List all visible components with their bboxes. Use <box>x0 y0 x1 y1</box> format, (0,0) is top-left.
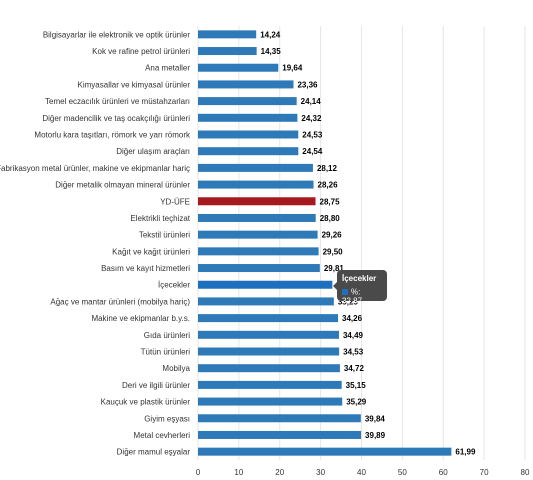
category-label: Diğer metalik olmayan mineral ürünler <box>55 181 190 190</box>
bar[interactable] <box>198 47 257 56</box>
category-label: Tütün ürünleri <box>141 348 191 357</box>
category-label: Diğer ulaşım araçları <box>116 147 190 156</box>
bar[interactable] <box>198 264 320 273</box>
category-label: Kok ve rafine petrol ürünleri <box>92 47 190 56</box>
category-label: Metal cevherleri <box>134 431 191 440</box>
bar[interactable] <box>198 97 297 106</box>
category-label: Fabrikasyon metal ürünler, makine ve eki… <box>0 164 190 173</box>
tooltip-series: % <box>351 287 359 297</box>
value-label: 34,72 <box>344 364 365 373</box>
tooltip-swatch <box>342 288 348 295</box>
value-label: 33,23 <box>338 297 359 306</box>
category-label: Kimyasallar ve kimyasal ürünler <box>78 80 191 89</box>
value-label: 28,75 <box>320 197 341 206</box>
bars <box>198 30 452 456</box>
value-label: 28,12 <box>317 164 338 173</box>
bar[interactable] <box>198 414 361 423</box>
grid-lines <box>197 26 526 460</box>
value-label: 19,64 <box>282 64 303 73</box>
bar[interactable] <box>198 447 452 456</box>
category-label: Makine ve ekipmanlar b.y.s. <box>91 314 190 323</box>
category-label: Basım ve kayıt hizmetleri <box>101 264 190 273</box>
value-label: 14,24 <box>260 30 281 39</box>
value-label: 34,49 <box>343 331 364 340</box>
bar[interactable] <box>198 197 316 206</box>
x-axis-ticks: 0 10 20 30 40 50 60 70 80 <box>196 468 530 477</box>
value-label: 35,29 <box>346 398 367 407</box>
bar[interactable] <box>198 280 333 289</box>
x-tick-label: 20 <box>275 468 284 477</box>
category-label: Mobilya <box>162 364 190 373</box>
value-label: 29,26 <box>322 231 343 240</box>
bar[interactable] <box>198 380 342 389</box>
value-label: 23,36 <box>297 80 318 89</box>
x-tick-label: 70 <box>480 468 489 477</box>
x-tick-label: 80 <box>521 468 530 477</box>
value-label: 14,35 <box>261 47 282 56</box>
value-label: 24,53 <box>302 131 323 140</box>
value-label: 39,89 <box>365 431 386 440</box>
category-label: Temel eczacılık ürünleri ve müstahzarlar… <box>45 97 190 106</box>
x-tick-label: 10 <box>234 468 243 477</box>
category-label: Diğer madencilik ve taş ocakçılığı ürünl… <box>42 114 190 123</box>
category-label: Kağıt ve kağıt ürünleri <box>112 247 190 256</box>
value-label: 24,32 <box>301 114 322 123</box>
category-label: Kauçuk ve plastik ürünler <box>101 398 191 407</box>
category-label: Motorlu kara taşıtları, römork ve yarı r… <box>34 131 191 140</box>
x-tick-label: 0 <box>196 468 201 477</box>
bar[interactable] <box>198 80 294 89</box>
tooltip-arrow <box>333 281 338 291</box>
value-label: 24,14 <box>301 97 322 106</box>
tooltip-value: : 32.87 <box>342 287 363 306</box>
value-label: 39,84 <box>365 414 386 423</box>
bar[interactable] <box>198 180 314 189</box>
category-label: Elektrikli teçhizat <box>130 214 190 223</box>
category-label: Deri ve ilgili ürünler <box>122 381 190 390</box>
x-tick-label: 50 <box>398 468 407 477</box>
category-label: İçecekler <box>158 281 190 290</box>
category-label: Giyim eşyası <box>144 414 190 423</box>
tooltip: İçecekler %: 32.87 <box>337 270 387 306</box>
bar[interactable] <box>198 230 318 239</box>
bar[interactable] <box>198 113 298 122</box>
bar[interactable] <box>198 330 339 339</box>
value-label: 28,80 <box>320 214 341 223</box>
value-label: 29,50 <box>323 247 344 256</box>
tooltip-title: İçecekler <box>342 274 377 283</box>
bar[interactable] <box>198 213 316 222</box>
x-tick-label: 40 <box>357 468 366 477</box>
category-label: Tekstil ürünleri <box>139 231 190 240</box>
value-label: 34,26 <box>342 314 363 323</box>
value-label: 61,99 <box>455 448 476 457</box>
category-label: Ana metaller <box>145 64 190 73</box>
bar[interactable] <box>198 30 257 39</box>
bar[interactable] <box>198 364 340 373</box>
value-label: 35,15 <box>346 381 367 390</box>
bar[interactable] <box>198 297 334 306</box>
category-label: Gıda ürünleri <box>144 331 190 340</box>
x-tick-label: 30 <box>316 468 325 477</box>
category-label: Diğer mamul eşyalar <box>117 448 191 457</box>
x-tick-label: 60 <box>439 468 448 477</box>
value-label: 34,53 <box>343 348 364 357</box>
category-labels: Bilgisayarlar ile elektronik ve optik ür… <box>0 30 191 456</box>
value-label: 28,26 <box>318 181 339 190</box>
bar[interactable] <box>198 314 339 323</box>
bar[interactable] <box>198 247 319 256</box>
bar[interactable] <box>198 397 343 406</box>
value-label: 24,54 <box>302 147 323 156</box>
bar[interactable] <box>198 63 279 72</box>
bar[interactable] <box>198 430 362 439</box>
bar[interactable] <box>198 347 340 356</box>
category-label: YD-ÜFE <box>160 197 190 206</box>
value-label: 29,81 <box>324 264 345 273</box>
bar[interactable] <box>198 147 299 156</box>
category-label: Ağaç ve mantar ürünleri (mobilya hariç) <box>50 297 190 306</box>
bar[interactable] <box>198 163 313 172</box>
bar[interactable] <box>198 130 299 139</box>
category-label: Bilgisayarlar ile elektronik ve optik ür… <box>43 30 191 39</box>
